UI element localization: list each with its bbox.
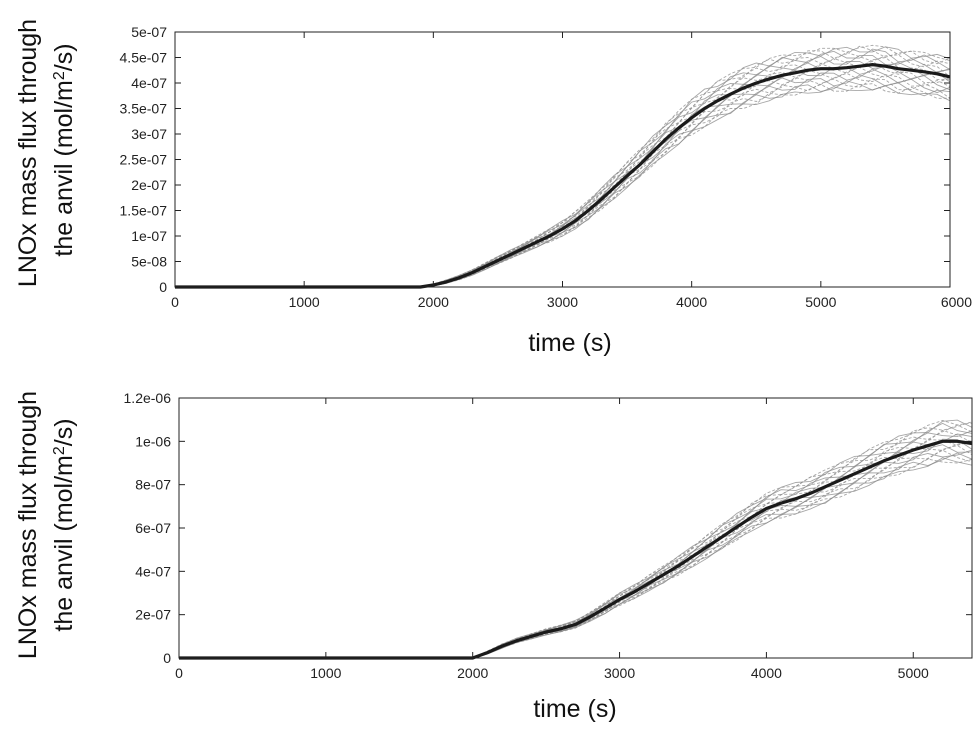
y-tick-label: 0 (159, 279, 167, 295)
ensemble-member-line (175, 80, 951, 288)
x-tick-label: 3000 (547, 294, 578, 310)
y-tick-label: 4e-07 (135, 563, 171, 579)
chart-top: 0 1000 2000 3000 4000 5000 6000 0 5e-08 1e-07 1.5e… (0, 0, 974, 365)
ensemble-member-line (175, 46, 951, 288)
ensemble-member-line (175, 85, 951, 288)
x-axis-title: time (s) (533, 695, 616, 723)
ensemble-member-line (175, 72, 951, 288)
x-tick-label: 1000 (289, 294, 320, 310)
x-tick-label: 0 (171, 294, 179, 310)
x-axis-title: time (s) (528, 329, 611, 357)
ensemble-member-line (179, 424, 973, 659)
y-axis-title-line2: the anvil (mol/m2/s) (50, 43, 78, 256)
y-tick-label: 8e-07 (135, 477, 171, 493)
ensemble-member-line (175, 78, 951, 288)
y-tick-label: 1.5e-07 (120, 203, 168, 219)
y-axis-title-line1: LNOx mass flux through (14, 391, 42, 659)
y-tick-label: 4.5e-07 (120, 50, 168, 66)
y-axis-title-line2-suffix: /s) (50, 418, 78, 446)
ensemble-member-line (175, 64, 951, 288)
ensemble-member-line (175, 60, 951, 288)
y-tick-label: 5e-08 (131, 254, 167, 270)
y-axis-title-line2-prefix: the anvil (mol/m (50, 455, 78, 631)
y-axis-title-line2: the anvil (mol/m2/s) (50, 418, 78, 631)
x-tick-label: 5000 (805, 294, 836, 310)
ensemble-member-line (179, 449, 973, 659)
y-tick-label: 2.5e-07 (120, 152, 168, 168)
ensemble-member-line (175, 66, 951, 288)
y-tick-label: 4e-07 (131, 75, 167, 91)
mean-line (179, 439, 973, 660)
ensemble-member-line (175, 74, 951, 288)
ensemble-member-line (179, 439, 973, 659)
x-tick-label: 0 (175, 665, 183, 681)
chart-bottom: 0 1000 2000 3000 4000 5000 0 2e-07 4e-07 6e-07 8e-… (0, 365, 974, 730)
y-tick-label: 1e-07 (131, 228, 167, 244)
y-tick-label: 2e-07 (131, 177, 167, 193)
y-tick-label: 3.5e-07 (120, 101, 168, 117)
x-tick-label: 6000 (941, 294, 972, 310)
x-tick-label: 5000 (898, 665, 929, 681)
ensemble-member-line (179, 452, 973, 659)
y-tick-label: 6e-07 (135, 520, 171, 536)
mean-line (175, 62, 951, 289)
x-tick-label: 4000 (751, 665, 782, 681)
x-tick-label: 4000 (676, 294, 707, 310)
chart-bottom-svg: 0 1000 2000 3000 4000 5000 0 2e-07 4e-07 6e-07 8e-… (14, 390, 973, 723)
x-tick-label: 2000 (457, 665, 488, 681)
y-axis-title-superscript: 2 (51, 71, 68, 80)
ensemble-member-line (179, 441, 973, 659)
ensemble-member-line (175, 51, 951, 288)
chart-top-svg: 0 1000 2000 3000 4000 5000 6000 0 5e-08 1e-07 1.5e… (14, 19, 973, 357)
y-axis-title-line2-suffix: /s) (50, 43, 78, 71)
y-tick-label: 0 (163, 650, 171, 666)
ensemble-member-line (175, 60, 951, 288)
ensemble-member-line (179, 419, 973, 659)
y-axis-title-line1: LNOx mass flux through (14, 19, 42, 287)
ensemble-member-line (179, 420, 973, 659)
x-tick-label: 1000 (310, 665, 341, 681)
plot-frame (178, 397, 973, 659)
ensemble-member-line (175, 48, 951, 288)
y-tick-label: 3e-07 (131, 126, 167, 142)
ensemble-member-line (175, 83, 951, 288)
ensemble-member-line (175, 44, 951, 288)
x-tick-label: 3000 (604, 665, 635, 681)
plot-layer: 0 1000 2000 3000 4000 5000 6000 0 5e-08 1e-07 1.5e… (120, 24, 973, 310)
ensemble-member-line (175, 57, 951, 288)
ensemble-member-line (179, 445, 973, 659)
y-axis-title-line2-prefix: the anvil (mol/m (50, 80, 78, 256)
y-tick-label: 5e-07 (131, 24, 167, 40)
y-tick-label: 1e-06 (135, 433, 171, 449)
x-tick-label: 2000 (418, 294, 449, 310)
y-tick-label: 1.2e-06 (124, 390, 172, 406)
ensemble-member-line (175, 45, 951, 288)
ensemble-member-line (175, 54, 951, 288)
ensemble-member-line (175, 68, 951, 288)
y-axis-title-superscript: 2 (51, 446, 68, 455)
y-tick-label: 2e-07 (135, 607, 171, 623)
plot-layer: 0 1000 2000 3000 4000 5000 0 2e-07 4e-07 6e-07 8e-… (124, 390, 973, 681)
